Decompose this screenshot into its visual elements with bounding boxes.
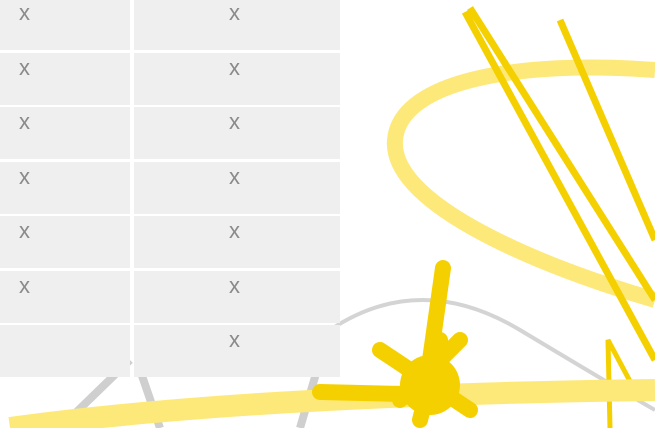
table-cell: x [0,53,130,105]
table-cell: x [134,325,340,377]
table-cell: x [134,216,340,268]
table-cell: x [0,0,130,50]
table-cell: x [134,0,340,50]
table-cell: x [134,271,340,323]
table-cell: x [134,107,340,159]
table-cell: x [0,216,130,268]
table-cell: x [134,162,340,214]
table-cell [0,325,130,377]
page: xxxxxxxxxxxxx (() => { const data = JSON… [0,0,655,428]
table-cell: x [0,271,130,323]
yellow-blob [400,355,460,415]
table-cell: x [134,53,340,105]
table-cell: x [0,107,130,159]
table-cell: x [0,162,130,214]
yellow-loop [395,68,655,300]
